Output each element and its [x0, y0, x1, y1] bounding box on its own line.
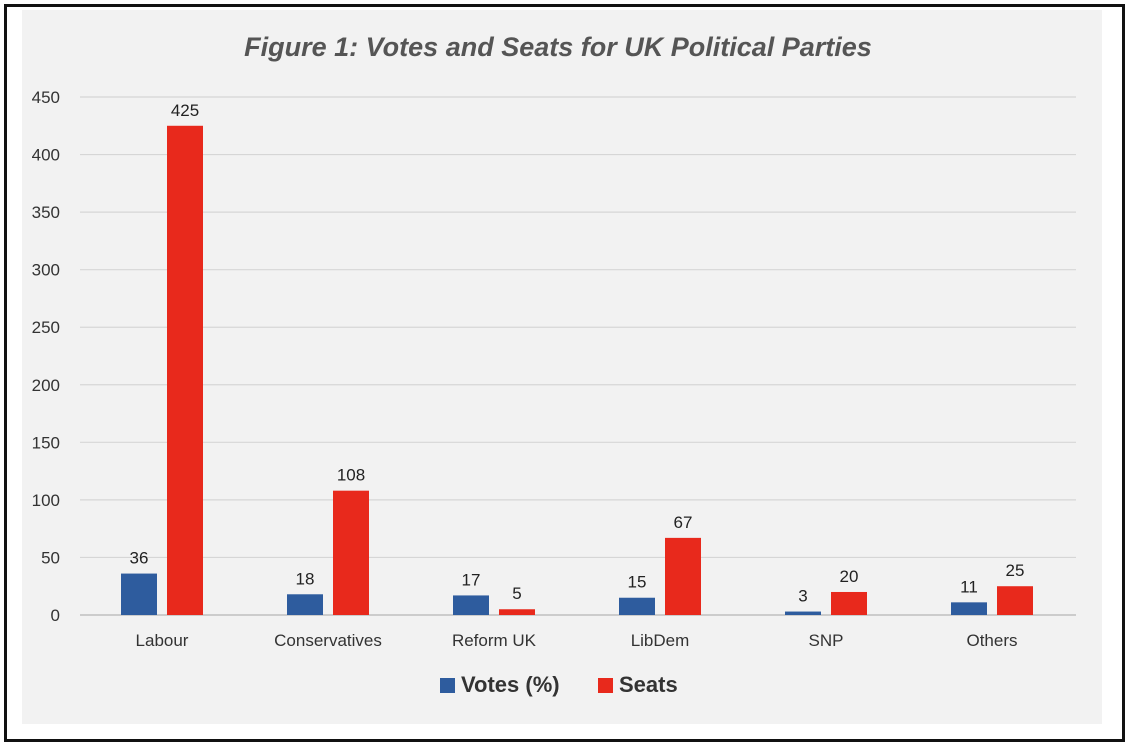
- chart-title: Figure 1: Votes and Seats for UK Politic…: [244, 32, 872, 62]
- bar-seats: [333, 490, 369, 615]
- bar-seats: [831, 591, 867, 615]
- x-axis-categories: Labour Conservatives Reform UK LibDem SNP Oth…: [136, 631, 1018, 650]
- data-label: 15: [628, 573, 647, 592]
- bar-seats: [167, 125, 203, 616]
- gridlines: [80, 96, 1076, 616]
- y-tick-label: 50: [41, 548, 60, 567]
- bar-seats: [665, 537, 701, 615]
- bar-seats: [997, 586, 1033, 615]
- bar-votes: [951, 602, 987, 615]
- bar-votes: [121, 573, 157, 615]
- bars: [121, 125, 1033, 616]
- data-label: 108: [337, 466, 365, 485]
- y-axis-ticks: 0 50 100 150 200 250 300 350 400 450: [32, 88, 60, 625]
- data-label: 67: [674, 513, 693, 532]
- data-labels: 36 425 18 108 17 5 15 67 3 20 11 25: [130, 101, 1025, 606]
- y-tick-label: 250: [32, 318, 60, 337]
- bar-votes: [453, 595, 489, 615]
- data-label: 36: [130, 549, 149, 568]
- data-label: 25: [1006, 561, 1025, 580]
- bar-votes: [785, 611, 821, 615]
- y-tick-label: 300: [32, 261, 60, 280]
- legend-label-seats: Seats: [619, 672, 678, 697]
- data-label: 17: [462, 570, 481, 589]
- y-tick-label: 150: [32, 433, 60, 452]
- y-tick-label: 100: [32, 491, 60, 510]
- x-category-label: Labour: [136, 631, 189, 650]
- x-category-label: Conservatives: [274, 631, 382, 650]
- bar-votes: [619, 597, 655, 615]
- legend-swatch-seats: [598, 678, 613, 693]
- x-category-label: Others: [966, 631, 1017, 650]
- x-category-label: Reform UK: [452, 631, 537, 650]
- x-category-label: SNP: [809, 631, 844, 650]
- legend-label-votes: Votes (%): [461, 672, 560, 697]
- bar-seats: [499, 609, 535, 615]
- y-tick-label: 450: [32, 88, 60, 107]
- y-tick-label: 0: [51, 606, 60, 625]
- y-tick-label: 350: [32, 203, 60, 222]
- y-tick-label: 400: [32, 146, 60, 165]
- data-label: 11: [960, 577, 978, 596]
- data-label: 425: [171, 101, 199, 120]
- legend: Votes (%) Seats: [440, 672, 678, 697]
- x-category-label: LibDem: [631, 631, 690, 650]
- y-tick-label: 200: [32, 376, 60, 395]
- data-label: 3: [798, 587, 807, 606]
- data-label: 20: [840, 567, 859, 586]
- bar-votes: [287, 594, 323, 615]
- data-label: 5: [512, 584, 521, 603]
- data-label: 18: [296, 569, 315, 588]
- legend-swatch-votes: [440, 678, 455, 693]
